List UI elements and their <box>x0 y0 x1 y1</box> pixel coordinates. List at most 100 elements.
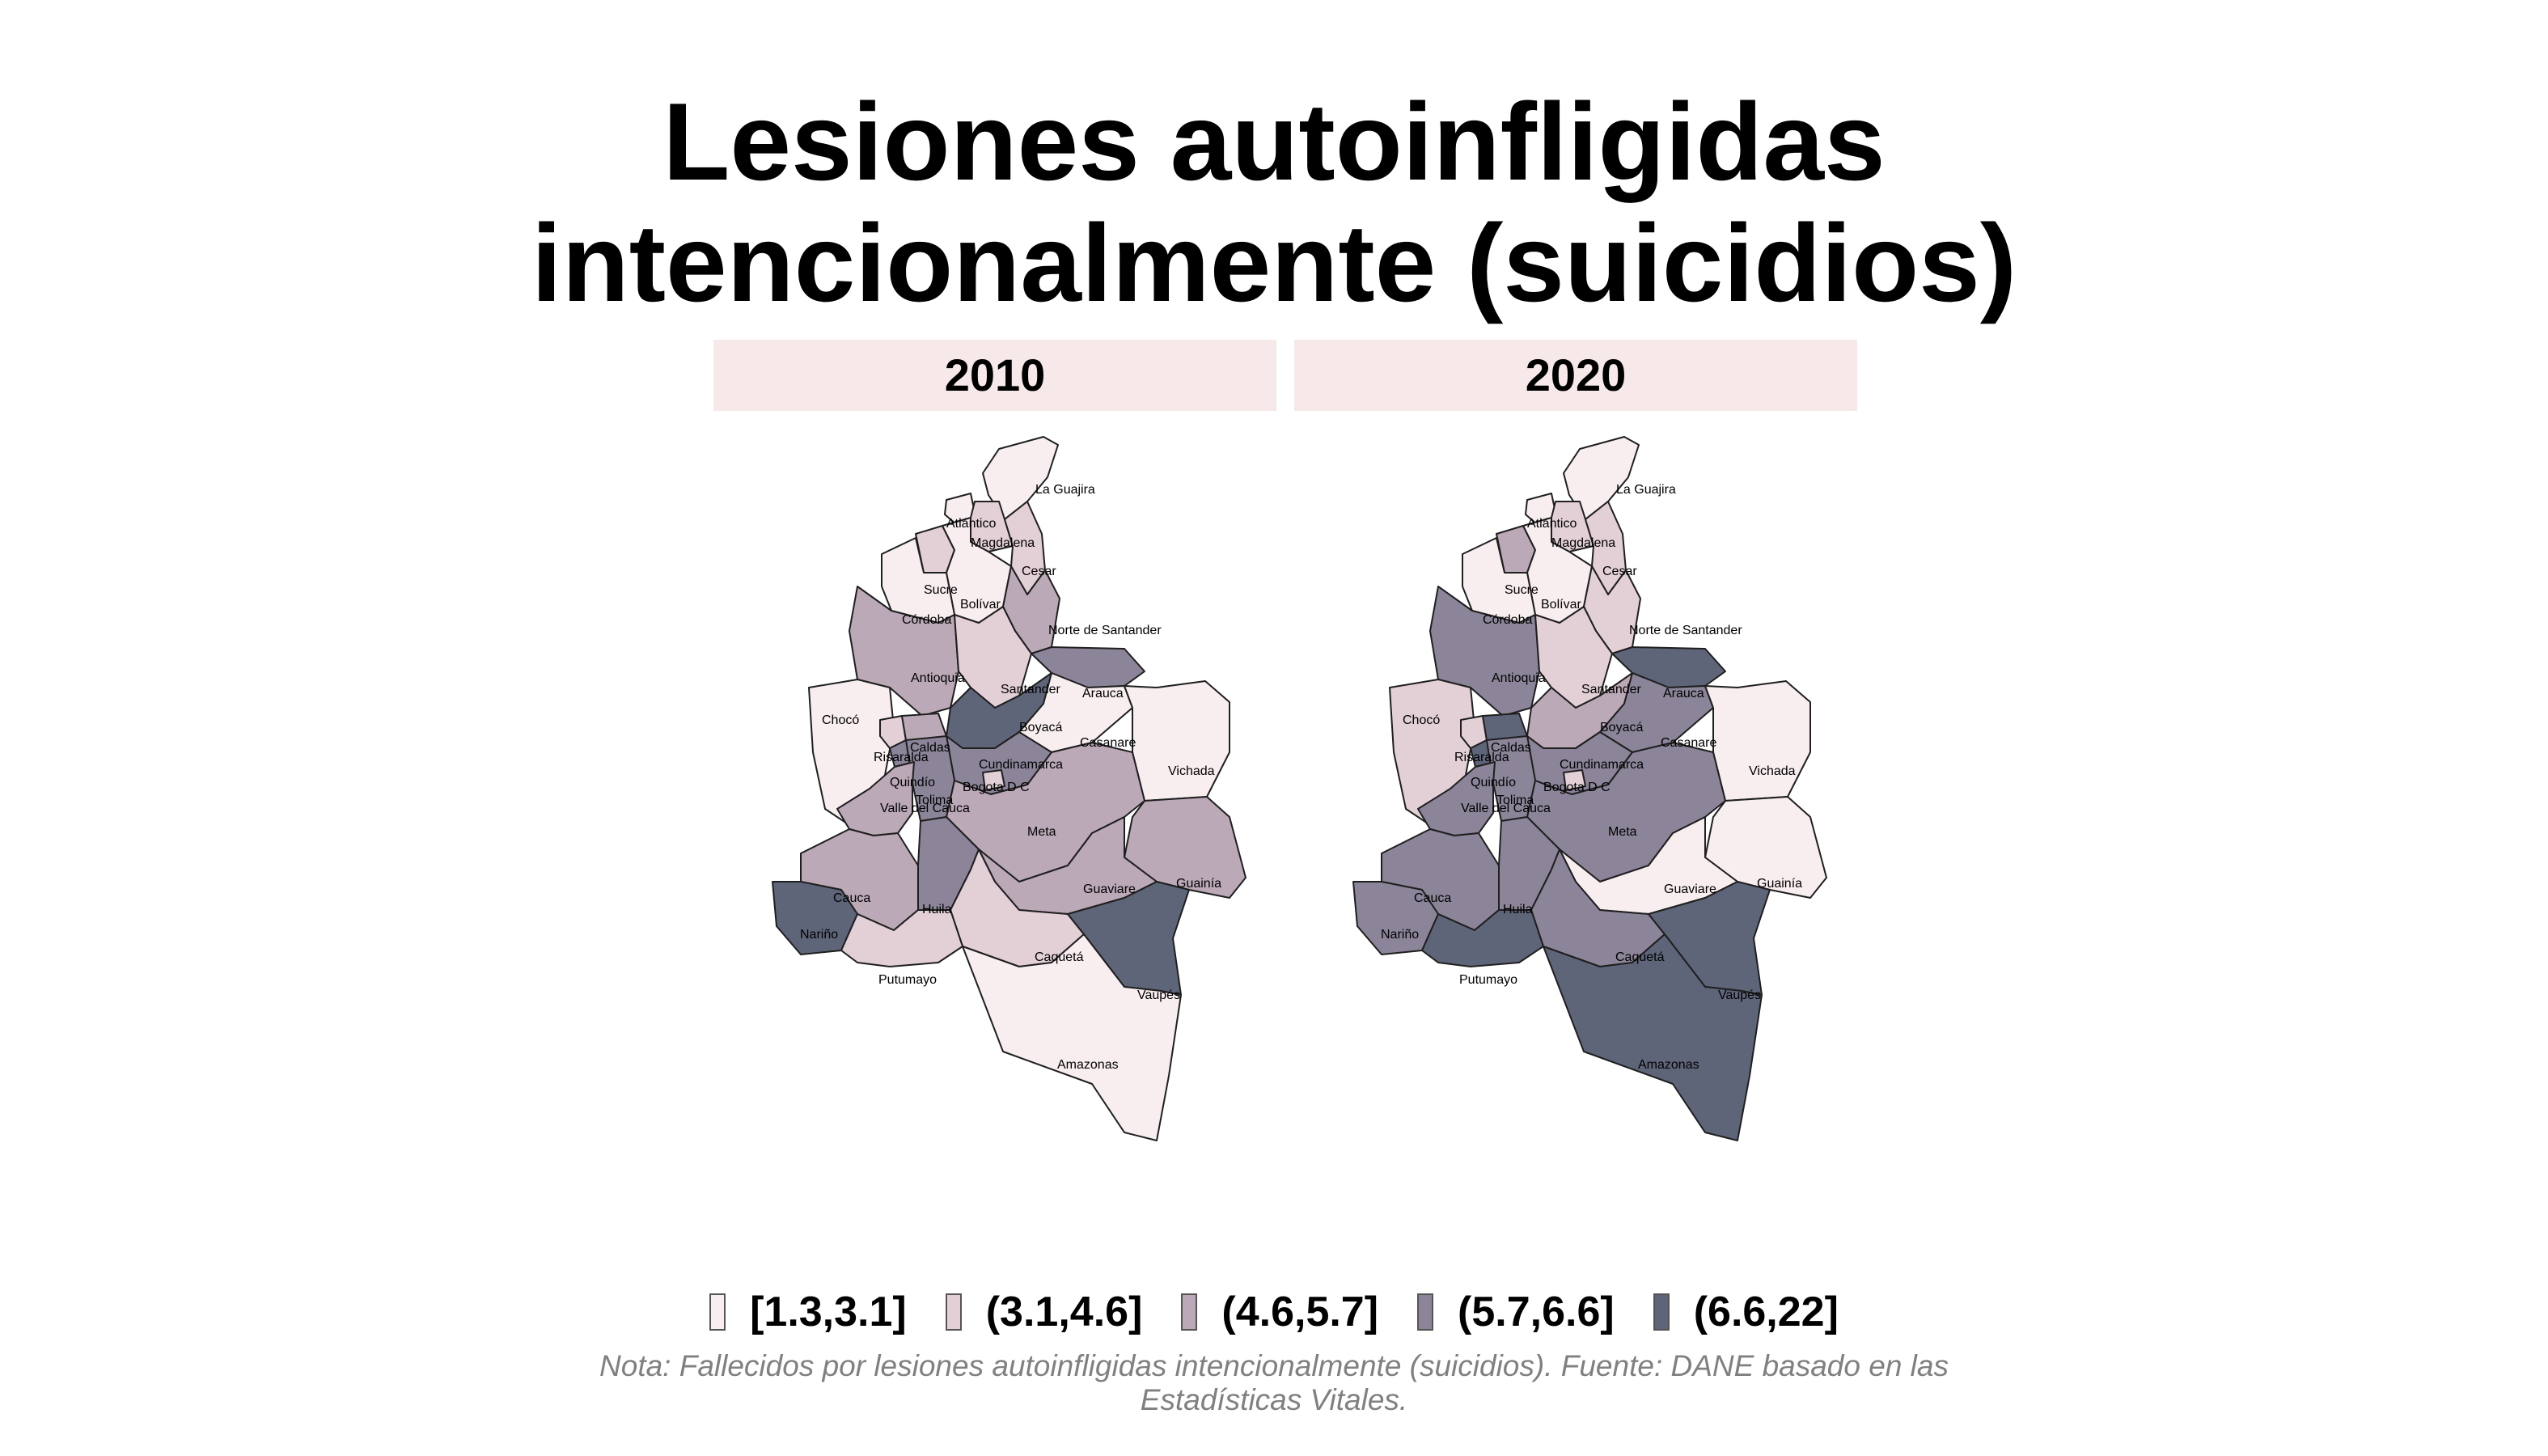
region-label: Santander <box>1581 683 1642 696</box>
region-guainia <box>1124 796 1246 899</box>
legend-swatch <box>1653 1293 1670 1331</box>
region-label: Quindío <box>890 776 935 789</box>
legend-swatch <box>945 1293 962 1331</box>
region-label: Amazonas <box>1057 1058 1119 1072</box>
region-label: Huila <box>922 903 952 916</box>
legend-item: (6.6,22] <box>1653 1288 1839 1336</box>
region-label: Cauca <box>833 891 870 905</box>
legend: [1.3,3.1] (3.1,4.6] (4.6,5.7] (5.7,6.6] … <box>0 1288 2548 1336</box>
region-label: Bolívar <box>1541 598 1581 612</box>
region-label: Casanare <box>1661 736 1716 750</box>
legend-swatch <box>1417 1293 1434 1331</box>
region-label: Bolívar <box>960 598 1001 612</box>
region-label: Chocó <box>1403 713 1440 727</box>
legend-swatch <box>709 1293 726 1331</box>
region-label: Caldas <box>910 741 950 755</box>
region-putumayo <box>840 909 963 967</box>
region-label: Risaralda <box>1454 751 1509 764</box>
region-putumayo <box>1421 909 1544 967</box>
region-label: Bogota D C <box>1543 781 1610 794</box>
region-label: Antioquia <box>911 671 965 685</box>
region-label: Córdoba <box>1483 613 1532 627</box>
region-label: Cundinamarca <box>979 758 1063 772</box>
region-label: Guaviare <box>1664 882 1716 896</box>
region-label: Guaviare <box>1083 882 1136 896</box>
region-label: Magdalena <box>1551 536 1615 550</box>
region-label: Caquetá <box>1615 950 1665 964</box>
region-label: Nariño <box>1381 928 1419 942</box>
region-label: Atlántico <box>1527 517 1577 531</box>
legend-item: (4.6,5.7] <box>1181 1288 1378 1336</box>
region-label: Amazonas <box>1638 1058 1699 1072</box>
region-vichada <box>1704 680 1811 802</box>
region-guainia <box>1704 796 1827 899</box>
region-label: Atlántico <box>946 517 996 531</box>
region-label: Vichada <box>1168 764 1215 778</box>
region-label: Vaupés <box>1718 988 1761 1002</box>
chart-title: Lesiones autoinfligidas intencionalmente… <box>0 81 2548 324</box>
region-label: Arauca <box>1082 687 1124 700</box>
region-label: Arauca <box>1663 687 1704 700</box>
legend-label: (5.7,6.6] <box>1458 1289 1615 1335</box>
chart-title-line1: Lesiones autoinfligidas <box>662 80 1886 203</box>
region-label: Cundinamarca <box>1560 758 1644 772</box>
region-label: La Guajira <box>1616 483 1676 497</box>
region-label: Valle del Cauca <box>1461 802 1551 815</box>
region-label: Norte de Santander <box>1048 624 1162 637</box>
region-label: Cesar <box>1022 565 1056 578</box>
legend-item: [1.3,3.1] <box>709 1288 907 1336</box>
region-bogota-d-c <box>1563 769 1586 791</box>
region-amazonas <box>962 933 1182 1141</box>
legend-label: (6.6,22] <box>1693 1289 1839 1335</box>
map-panel-2020: La GuajiraAtlánticoMagdalenaCesarSucreBo… <box>1352 436 1827 1141</box>
region-label: Guainía <box>1757 877 1802 891</box>
region-label: Magdalena <box>971 536 1035 550</box>
region-label: Putumayo <box>878 973 937 987</box>
legend-swatch <box>1181 1293 1198 1331</box>
region-label: Quindío <box>1471 776 1516 789</box>
region-label: Vaupés <box>1137 988 1180 1002</box>
region-label: Caquetá <box>1035 950 1084 964</box>
panel-header-2010: 2010 <box>713 340 1276 411</box>
region-label: Santander <box>1001 683 1061 696</box>
region-label: Tolima <box>1496 794 1534 807</box>
region-label: Casanare <box>1080 736 1136 750</box>
region-label: Boyacá <box>1019 721 1062 734</box>
region-label: Córdoba <box>902 613 951 627</box>
region-label: Boyacá <box>1600 721 1643 734</box>
region-santander <box>1534 606 1613 709</box>
region-label: Huila <box>1503 903 1533 916</box>
region-label: Guainía <box>1176 877 1221 891</box>
panel-header-2020: 2020 <box>1294 340 1857 411</box>
legend-item: (5.7,6.6] <box>1417 1288 1615 1336</box>
region-label: Meta <box>1608 825 1637 839</box>
region-label: Sucre <box>924 583 958 597</box>
region-label: Sucre <box>1505 583 1539 597</box>
region-label: La Guajira <box>1035 483 1095 497</box>
legend-label: [1.3,3.1] <box>750 1289 907 1335</box>
region-label: Tolima <box>916 794 953 807</box>
region-label: Cauca <box>1414 891 1451 905</box>
region-label: Caldas <box>1491 741 1531 755</box>
legend-item: (3.1,4.6] <box>945 1288 1143 1336</box>
region-label: Meta <box>1027 825 1056 839</box>
region-label: Norte de Santander <box>1629 624 1742 637</box>
region-bogota-d-c <box>982 769 1005 791</box>
legend-label: (3.1,4.6] <box>985 1289 1143 1335</box>
region-santander <box>954 606 1032 709</box>
source-note: Nota: Fallecidos por lesiones autoinflig… <box>599 1349 1949 1416</box>
region-label: Chocó <box>822 713 859 727</box>
region-amazonas <box>1543 933 1763 1141</box>
region-label: Nariño <box>800 928 838 942</box>
region-label: Putumayo <box>1459 973 1517 987</box>
region-label: Risaralda <box>874 751 929 764</box>
region-label: Valle del Cauca <box>880 802 970 815</box>
map-panel-2010: La GuajiraAtlánticoMagdalenaCesarSucreBo… <box>772 436 1246 1141</box>
region-label: Antioquia <box>1492 671 1546 685</box>
chart-title-line2: intencionalmente (suicidios) <box>531 201 2017 324</box>
region-vichada <box>1124 680 1230 802</box>
region-label: Bogota D C <box>963 781 1030 794</box>
region-label: Cesar <box>1602 565 1637 578</box>
region-label: Vichada <box>1749 764 1796 778</box>
legend-label: (4.6,5.7] <box>1221 1289 1379 1335</box>
